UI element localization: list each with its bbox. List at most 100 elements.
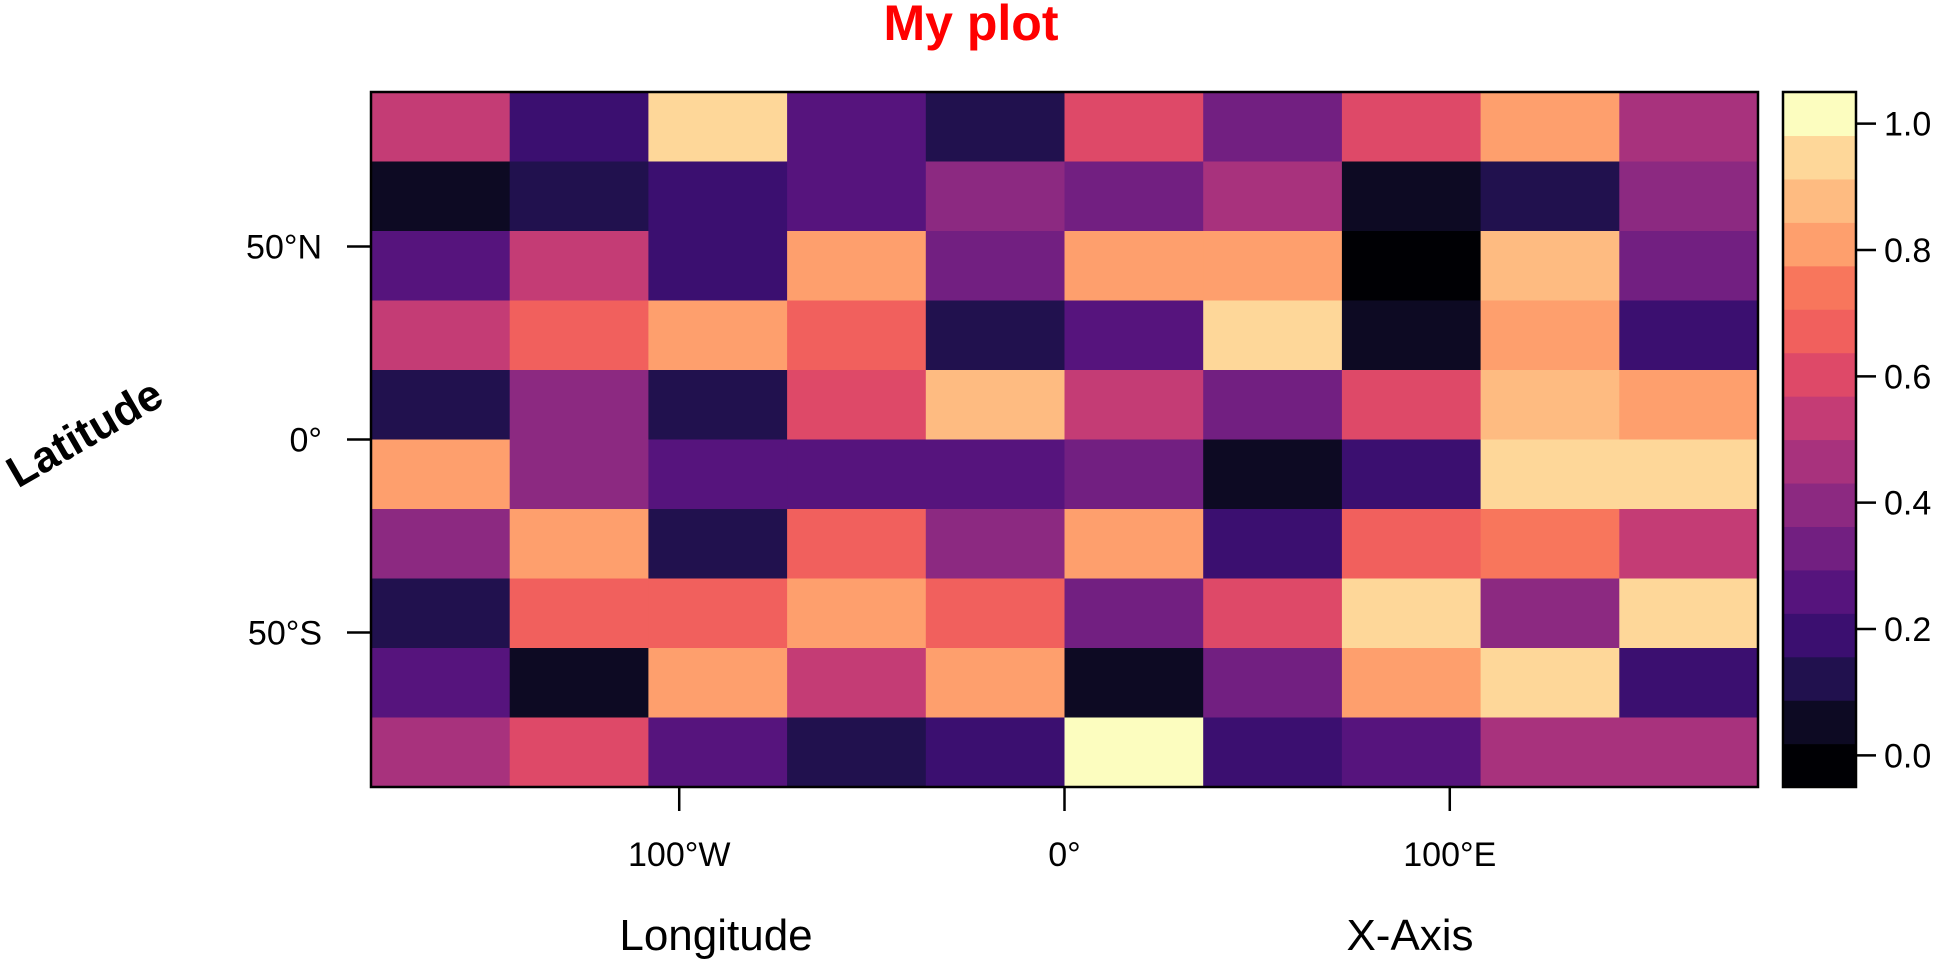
x-tick-label: 0°	[1048, 836, 1081, 874]
heatmap-cell	[1619, 300, 1759, 371]
heatmap-cell	[1480, 648, 1620, 719]
colorbar-swatch	[1783, 92, 1856, 137]
heatmap-cell	[1480, 509, 1620, 580]
colorbar-swatch	[1783, 396, 1856, 441]
heatmap-cell	[648, 439, 788, 510]
x-tick-label: 100°E	[1403, 836, 1496, 874]
heatmap-cell	[1203, 578, 1343, 649]
chart-title: My plot	[884, 0, 1059, 51]
colorbar-tick-label: 0.2	[1884, 611, 1931, 649]
heatmap-cells	[371, 92, 1759, 788]
heatmap-cell	[1064, 231, 1204, 302]
heatmap-cell	[1480, 439, 1620, 510]
heatmap-cell	[648, 161, 788, 232]
heatmap-cell	[371, 439, 511, 510]
heatmap-cell	[787, 717, 927, 788]
colorbar	[1783, 92, 1856, 788]
heatmap-cell	[509, 578, 649, 649]
heatmap-cell	[925, 578, 1066, 649]
heatmap-cell	[925, 161, 1066, 232]
heatmap-cell	[1480, 231, 1620, 302]
heatmap-cell	[1203, 717, 1343, 788]
heatmap-cell	[648, 300, 788, 371]
heatmap-cell	[1064, 370, 1204, 441]
heatmap-cell	[1480, 578, 1620, 649]
heatmap-cell	[1203, 370, 1343, 441]
heatmap-cell	[1064, 300, 1204, 371]
heatmap-cell	[925, 439, 1066, 510]
heatmap-cell	[1619, 509, 1759, 580]
heatmap-cell	[648, 231, 788, 302]
heatmap-cell	[648, 717, 788, 788]
heatmap-cell	[1203, 439, 1343, 510]
heatmap-cell	[1480, 161, 1620, 232]
heatmap-cell	[925, 231, 1066, 302]
heatmap-cell	[509, 509, 649, 580]
heatmap-cell	[1341, 161, 1482, 232]
heatmap-cell	[1619, 92, 1759, 163]
heatmap-cell	[1203, 161, 1343, 232]
x-axis-secondary-label: X-Axis	[1346, 911, 1473, 960]
heatmap-cell	[371, 231, 511, 302]
heatmap-cell	[509, 648, 649, 719]
heatmap-cell	[648, 370, 788, 441]
heatmap-cell	[1341, 231, 1482, 302]
colorbar-frame	[1781, 90, 1858, 789]
colorbar-swatch	[1783, 135, 1856, 180]
heatmap-cell	[509, 92, 649, 163]
colorbar-swatch	[1783, 222, 1856, 267]
x-ticks: 100°W 0° 100°E	[628, 787, 1496, 874]
heatmap-cell	[648, 92, 788, 163]
y-tick-label: 50°S	[248, 615, 322, 653]
heatmap-cell	[1203, 509, 1343, 580]
colorbar-tick-label: 0.0	[1884, 737, 1931, 775]
colorbar-swatch	[1783, 352, 1856, 397]
heatmap-cell	[648, 648, 788, 719]
heatmap-cell	[1203, 300, 1343, 371]
heatmap-cell	[371, 300, 511, 371]
heatmap-cell	[509, 231, 649, 302]
heatmap-cell	[509, 717, 649, 788]
heatmap-cell	[1619, 370, 1759, 441]
x-tick-label: 100°W	[628, 836, 730, 874]
heatmap-cell	[1619, 717, 1759, 788]
colorbar-swatch	[1783, 309, 1856, 354]
heatmap-cell	[1064, 509, 1204, 580]
heatmap-cell	[1341, 509, 1482, 580]
heatmap-cell	[1203, 92, 1343, 163]
colorbar-swatch	[1783, 656, 1856, 701]
colorbar-tick-label: 0.6	[1884, 358, 1931, 396]
heatmap-cell	[1341, 578, 1482, 649]
heatmap-cell	[1619, 231, 1759, 302]
y-tick-label: 50°N	[246, 228, 322, 266]
colorbar-swatch	[1783, 482, 1856, 527]
heatmap-cell	[648, 509, 788, 580]
heatmap-cell	[1619, 439, 1759, 510]
heatmap-cell	[787, 439, 927, 510]
x-axis-label: Longitude	[619, 911, 812, 960]
heatmap-cell	[925, 648, 1066, 719]
heatmap-cell	[509, 300, 649, 371]
heatmap-cell	[1064, 439, 1204, 510]
heatmap-cell	[1619, 578, 1759, 649]
heatmap-cell	[787, 578, 927, 649]
heatmap-cell	[371, 648, 511, 719]
heatmap-cell	[371, 92, 511, 163]
heatmap-cell	[1480, 92, 1620, 163]
colorbar-swatch	[1783, 265, 1856, 310]
heatmap-cell	[1341, 439, 1482, 510]
colorbar-swatch	[1783, 439, 1856, 484]
heatmap-cell	[787, 92, 927, 163]
heatmap-cell	[371, 578, 511, 649]
heatmap-cell	[787, 231, 927, 302]
y-ticks: 50°N 0° 50°S	[246, 228, 371, 653]
colorbar-tick-label: 0.8	[1884, 232, 1931, 270]
colorbar-tick-label: 0.4	[1884, 485, 1931, 523]
heatmap-cell	[509, 370, 649, 441]
heatmap-cell	[371, 370, 511, 441]
colorbar-swatch	[1783, 569, 1856, 614]
heatmap-cell	[787, 509, 927, 580]
colorbar-swatch	[1783, 613, 1856, 658]
colorbar-swatch	[1783, 526, 1856, 571]
